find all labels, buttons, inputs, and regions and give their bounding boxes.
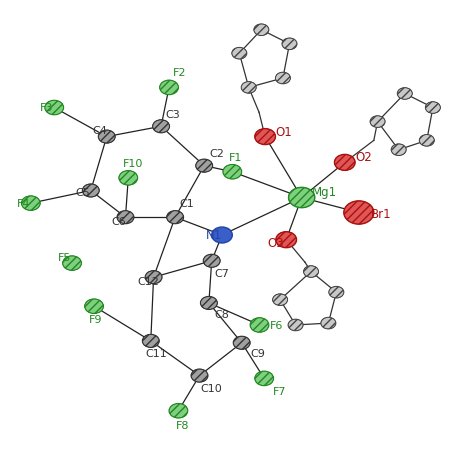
Text: O1: O1: [275, 126, 292, 139]
Text: F3: F3: [40, 103, 54, 113]
Ellipse shape: [250, 318, 269, 332]
Ellipse shape: [21, 196, 40, 211]
Text: C8: C8: [215, 310, 229, 320]
Text: F4: F4: [17, 199, 30, 209]
Text: Mg1: Mg1: [312, 186, 337, 199]
Text: C4: C4: [93, 126, 108, 136]
Text: C2: C2: [210, 149, 225, 159]
Ellipse shape: [145, 271, 162, 284]
Text: C12: C12: [137, 277, 159, 287]
Ellipse shape: [321, 317, 336, 329]
Text: O3: O3: [267, 237, 284, 250]
Ellipse shape: [167, 211, 183, 224]
Ellipse shape: [344, 201, 374, 224]
Text: C5: C5: [76, 188, 91, 198]
Ellipse shape: [169, 403, 188, 418]
Text: C1: C1: [179, 199, 194, 209]
Ellipse shape: [425, 102, 440, 113]
Ellipse shape: [241, 82, 256, 93]
Ellipse shape: [282, 38, 297, 50]
Ellipse shape: [335, 154, 355, 170]
Text: C11: C11: [145, 349, 167, 359]
Ellipse shape: [289, 188, 315, 208]
Ellipse shape: [254, 24, 269, 36]
Ellipse shape: [276, 232, 297, 248]
Text: C7: C7: [214, 269, 229, 279]
Ellipse shape: [397, 88, 412, 99]
Ellipse shape: [142, 334, 159, 347]
Text: F6: F6: [270, 321, 283, 331]
Ellipse shape: [233, 336, 250, 349]
Ellipse shape: [196, 159, 213, 172]
Ellipse shape: [119, 171, 137, 185]
Ellipse shape: [153, 120, 170, 133]
Ellipse shape: [82, 184, 99, 197]
Ellipse shape: [223, 164, 242, 179]
Text: F9: F9: [89, 315, 102, 325]
Ellipse shape: [370, 116, 385, 127]
Ellipse shape: [191, 369, 208, 382]
Ellipse shape: [63, 256, 82, 270]
Text: F10: F10: [123, 159, 143, 169]
Ellipse shape: [275, 72, 291, 84]
Ellipse shape: [98, 130, 115, 143]
Ellipse shape: [85, 299, 103, 313]
Ellipse shape: [419, 134, 434, 146]
Text: F1: F1: [228, 153, 242, 163]
Text: C9: C9: [250, 350, 265, 360]
Text: F7: F7: [273, 386, 286, 397]
Text: Br1: Br1: [371, 208, 391, 221]
Ellipse shape: [329, 286, 344, 298]
Text: F2: F2: [173, 68, 186, 78]
Text: F8: F8: [176, 421, 190, 431]
Ellipse shape: [273, 294, 288, 306]
Text: C3: C3: [166, 110, 181, 119]
Ellipse shape: [303, 266, 319, 277]
Text: F5: F5: [58, 253, 72, 263]
Ellipse shape: [117, 211, 134, 224]
Text: C6: C6: [111, 217, 126, 227]
Ellipse shape: [203, 254, 220, 267]
Ellipse shape: [391, 144, 406, 156]
Ellipse shape: [255, 371, 273, 386]
Ellipse shape: [232, 47, 247, 59]
Ellipse shape: [255, 129, 275, 145]
Ellipse shape: [288, 319, 303, 331]
Ellipse shape: [201, 297, 217, 309]
Text: N1: N1: [206, 229, 222, 243]
Ellipse shape: [45, 100, 64, 115]
Text: O2: O2: [355, 151, 372, 164]
Ellipse shape: [160, 80, 178, 94]
Text: C10: C10: [201, 384, 222, 394]
Ellipse shape: [212, 227, 232, 243]
